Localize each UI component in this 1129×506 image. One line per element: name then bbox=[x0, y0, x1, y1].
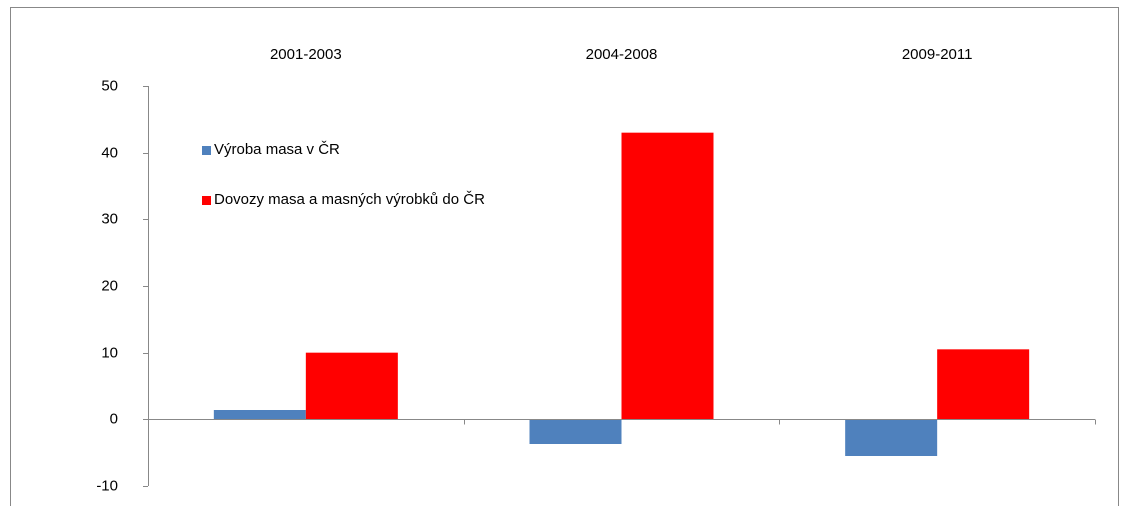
y-tick-label: 40 bbox=[101, 144, 118, 161]
legend-item: Dovozy masa a masných výrobků do ČR bbox=[202, 190, 532, 210]
y-tick-label: 0 bbox=[110, 410, 118, 427]
bar bbox=[937, 349, 1030, 420]
y-tick-label: 50 bbox=[101, 77, 118, 94]
x-tick-label: 2001-2003 bbox=[270, 46, 342, 63]
x-tick-label: 2009-2011 bbox=[902, 46, 973, 63]
bar bbox=[845, 419, 938, 456]
y-tick-label: 20 bbox=[101, 277, 118, 294]
y-tick-label: 10 bbox=[101, 344, 118, 361]
bar bbox=[213, 410, 306, 420]
bar bbox=[529, 419, 622, 444]
y-tick-label: -10 bbox=[96, 477, 118, 494]
legend-label: Výroba masa v ČR bbox=[214, 141, 340, 158]
bar bbox=[621, 132, 714, 420]
legend-swatch bbox=[202, 146, 211, 155]
legend-swatch bbox=[202, 196, 211, 205]
x-tick-label: 2004-2008 bbox=[586, 46, 658, 63]
legend-item: Výroba masa v ČR bbox=[202, 140, 532, 160]
chart-border bbox=[10, 7, 1119, 506]
bar bbox=[305, 352, 398, 420]
y-tick-label: 30 bbox=[101, 210, 118, 227]
legend-label: Dovozy masa a masných výrobků do ČR bbox=[214, 191, 485, 208]
